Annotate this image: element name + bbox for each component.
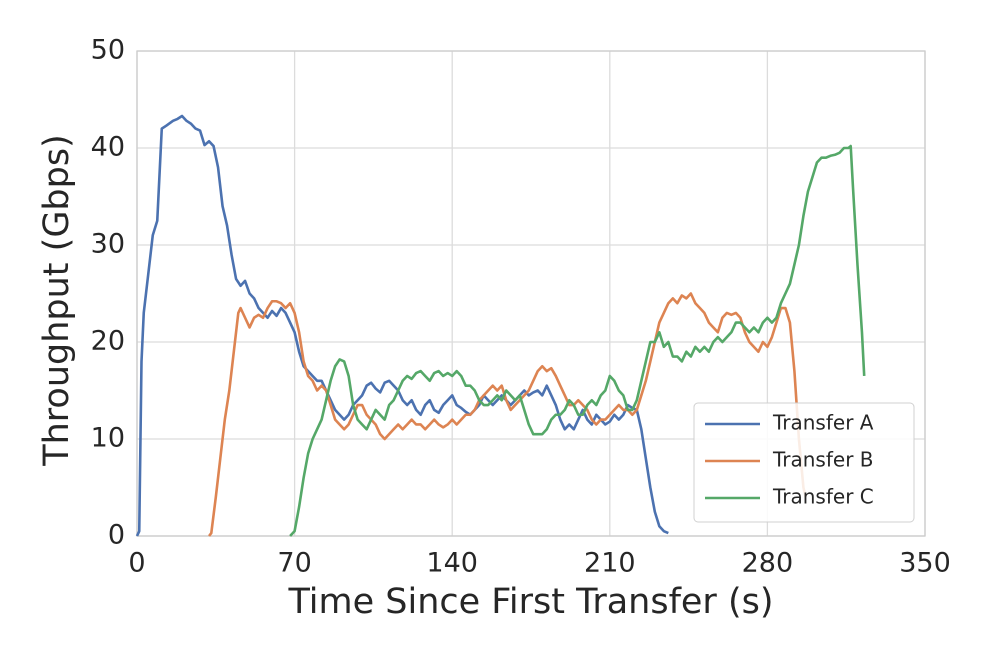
y-tick-label: 0: [108, 520, 125, 551]
series-line: [135, 114, 669, 537]
x-axis-label: Time Since First Transfer (s): [288, 582, 774, 622]
x-tick-label: 280: [742, 548, 794, 579]
legend-label: Transfer A: [772, 411, 874, 435]
y-tick-label: 40: [91, 132, 125, 163]
legend-label: Transfer B: [772, 448, 874, 472]
y-axis-label: Throughput (Gbps): [37, 134, 77, 467]
series-line: [289, 144, 866, 537]
series-line: [208, 292, 807, 537]
y-tick-label: 50: [91, 35, 125, 66]
y-tick-label: 20: [91, 326, 125, 357]
x-tick-label: 350: [899, 548, 951, 579]
x-tick-label: 0: [128, 548, 145, 579]
x-tick-label: 210: [584, 548, 636, 579]
y-tick-label: 10: [91, 423, 125, 454]
legend-label: Transfer C: [772, 485, 874, 509]
x-tick-label: 140: [426, 548, 478, 579]
y-tick-label: 30: [91, 229, 125, 260]
x-tick-label: 70: [277, 548, 311, 579]
plot-frame: [136, 50, 926, 537]
legend-box: [693, 402, 915, 523]
